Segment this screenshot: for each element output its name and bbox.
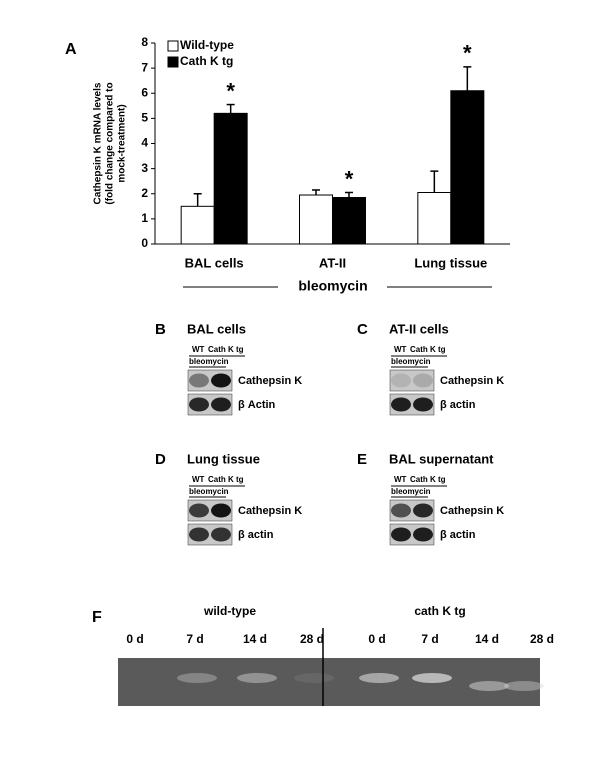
bar <box>332 197 366 245</box>
band <box>413 527 433 542</box>
panel-label: A <box>65 41 77 58</box>
lane-label: 14 d <box>475 632 499 646</box>
band <box>391 503 411 518</box>
y-tick-label: 4 <box>141 136 148 150</box>
band <box>189 373 209 388</box>
bar <box>299 194 333 245</box>
significance-mark: * <box>226 78 235 103</box>
band <box>189 503 209 518</box>
band <box>391 373 411 388</box>
x-tick-label: BAL cells <box>185 255 244 270</box>
significance-mark: * <box>345 166 354 191</box>
band <box>211 503 231 518</box>
lane-label: 0 d <box>126 632 143 646</box>
y-axis-label: (fold change compared to <box>105 82 116 204</box>
lane-label: WT <box>192 345 205 354</box>
panel-label: C <box>357 321 368 338</box>
lane-label: Cath K tg <box>208 345 244 354</box>
lane-label: Cath K tg <box>208 475 244 484</box>
y-tick-label: 5 <box>141 111 148 125</box>
gel-band <box>504 681 544 691</box>
band <box>413 503 433 518</box>
gel-band <box>412 673 452 683</box>
band-label: β actin <box>238 529 274 541</box>
panel-label: E <box>357 451 367 468</box>
blot-strip <box>389 369 435 392</box>
blot-title: BAL cells <box>187 321 246 336</box>
bar <box>213 112 248 245</box>
lane-label: WT <box>394 345 407 354</box>
panel-label: B <box>155 321 166 338</box>
treatment-label: bleomycin <box>391 357 431 366</box>
band-label: Cathepsin K <box>238 505 302 517</box>
y-tick-label: 6 <box>141 85 148 99</box>
band <box>211 373 231 388</box>
gel-band <box>469 681 509 691</box>
lane-label: Cath K tg <box>410 345 446 354</box>
band <box>391 397 411 412</box>
x-tick-label: AT-II <box>319 255 346 270</box>
lane-label: WT <box>394 475 407 484</box>
bar <box>450 90 485 245</box>
band <box>413 397 433 412</box>
legend-swatch <box>167 40 179 52</box>
gel-band <box>237 673 277 683</box>
bar <box>180 205 215 245</box>
band-label: Cathepsin K <box>440 375 504 387</box>
y-axis-label: Cathepsin K mRNA levels <box>93 82 104 204</box>
band <box>211 397 231 412</box>
band-label: β actin <box>440 399 476 411</box>
treatment-label: bleomycin <box>189 357 229 366</box>
band <box>189 397 209 412</box>
treatment-label: bleomycin <box>391 487 431 496</box>
lane-label: Cath K tg <box>410 475 446 484</box>
lane-label: 0 d <box>368 632 385 646</box>
bar <box>417 191 452 245</box>
gel-image <box>118 658 540 706</box>
treatment-label: bleomycin <box>189 487 229 496</box>
band <box>413 373 433 388</box>
panel-label: F <box>92 609 102 626</box>
y-tick-label: 3 <box>141 161 148 175</box>
lane-label: 7 d <box>186 632 203 646</box>
panel-label: D <box>155 451 166 468</box>
legend-label: Wild-type <box>180 38 234 52</box>
blot-title: AT-II cells <box>389 321 449 336</box>
significance-mark: * <box>463 41 472 66</box>
y-tick-label: 8 <box>141 35 148 49</box>
group-label: cath K tg <box>414 604 465 618</box>
x-axis-label: bleomycin <box>298 278 367 294</box>
lane-label: WT <box>192 475 205 484</box>
group-label: wild-type <box>203 604 256 618</box>
band-label: β Actin <box>238 399 276 411</box>
lane-label: 14 d <box>243 632 267 646</box>
band-label: Cathepsin K <box>238 375 302 387</box>
lane-label: 28 d <box>530 632 554 646</box>
lane-label: 28 d <box>300 632 324 646</box>
gel-band <box>359 673 399 683</box>
band-label: Cathepsin K <box>440 505 504 517</box>
y-tick-label: 0 <box>141 236 148 250</box>
gel-band <box>177 673 217 683</box>
legend-label: Cath K tg <box>180 54 233 68</box>
band-label: β actin <box>440 529 476 541</box>
blot-title: BAL supernatant <box>389 451 494 466</box>
legend-swatch <box>167 56 179 68</box>
y-tick-label: 7 <box>141 60 148 74</box>
blot-title: Lung tissue <box>187 451 260 466</box>
x-tick-label: Lung tissue <box>414 255 487 270</box>
y-tick-label: 1 <box>141 211 148 225</box>
band <box>391 527 411 542</box>
gel-band <box>294 673 334 683</box>
lane-label: 7 d <box>421 632 438 646</box>
band <box>211 527 231 542</box>
y-axis-label: mock-treatment) <box>117 104 128 182</box>
y-tick-label: 2 <box>141 186 148 200</box>
band <box>189 527 209 542</box>
